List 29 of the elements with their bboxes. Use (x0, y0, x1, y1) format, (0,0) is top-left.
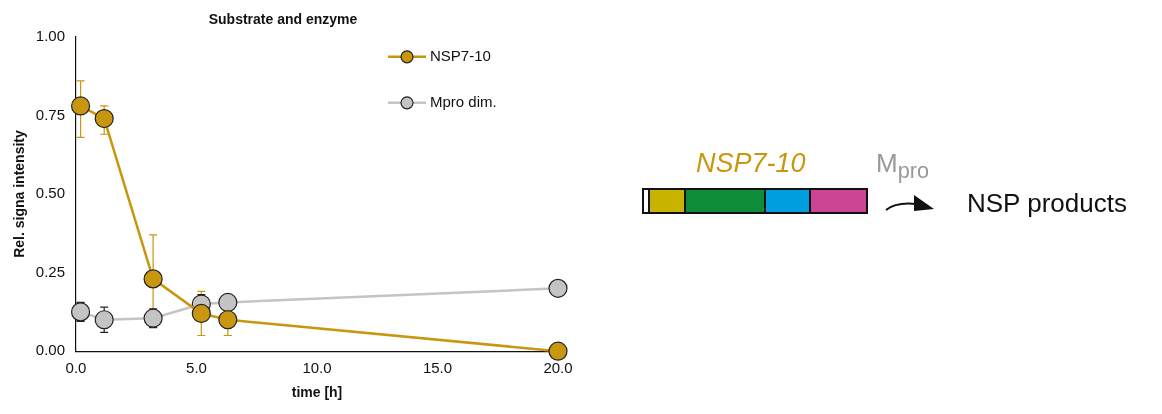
x-tick-label: 20.0 (543, 359, 573, 377)
text: NSP products (967, 188, 1127, 219)
point (548, 278, 568, 298)
point (218, 310, 238, 330)
x-tick-label: 15.0 (422, 359, 453, 377)
x-tick-label: 10.0 (302, 359, 332, 377)
y-tick-label: 0.00 (35, 341, 65, 359)
y-tick-label: 0.75 (35, 105, 65, 123)
point (548, 341, 568, 361)
point (218, 292, 238, 313)
point (94, 108, 114, 129)
y-tick-label: 0.25 (35, 262, 65, 280)
text: NSP7-10 (696, 148, 806, 179)
point (143, 269, 163, 289)
x-tick-label: 5.0 (186, 359, 207, 377)
point (70, 302, 91, 322)
y-tick-label: 0.50 (35, 184, 65, 202)
point (94, 310, 114, 330)
x-axis-title: time [h] (291, 384, 343, 401)
legend-label: Mpro dim. (430, 92, 497, 110)
legend-label: NSP7-10 (430, 46, 491, 64)
text: M$_{pro}$ (876, 148, 929, 185)
x-tick-label: 0.0 (65, 359, 87, 377)
point (191, 303, 211, 324)
chart-title: Substrate and enzyme (208, 11, 358, 28)
y-axis-title: Rel. signa intensity (11, 130, 28, 258)
point (70, 96, 91, 116)
y-tick-label: 1.00 (35, 26, 65, 44)
point (143, 308, 163, 328)
